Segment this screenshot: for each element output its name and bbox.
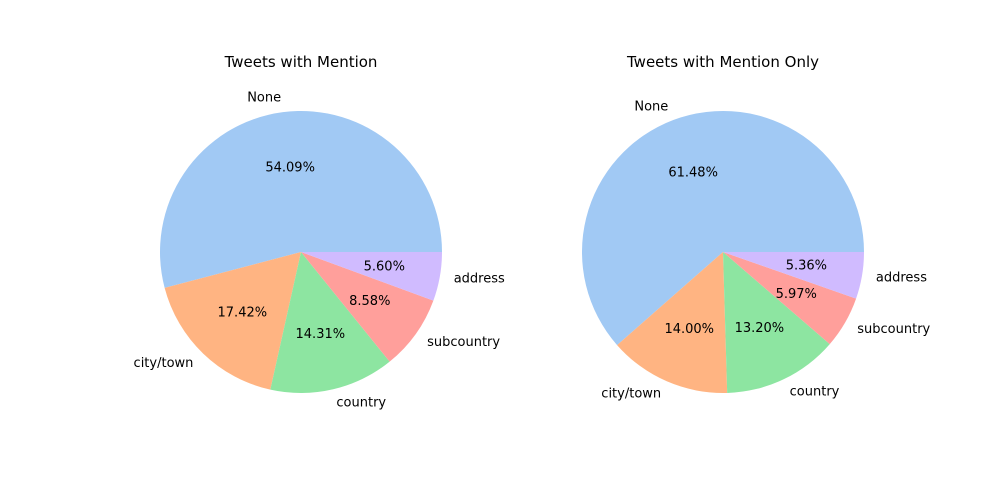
slice-label-country: country — [336, 396, 386, 411]
slice-label-country: country — [790, 385, 840, 400]
pie-slice-subcountry — [301, 252, 434, 362]
pie-slice-address — [301, 252, 442, 301]
pie-slice-address — [723, 252, 864, 299]
pie-chart-mention: 54.09% None 17.42% city/town 14.31% country 8.… — [134, 53, 505, 411]
pie-slice-subcountry — [723, 252, 857, 345]
pie-slice-city-town — [617, 252, 728, 393]
pct-label-none: 54.09% — [265, 161, 315, 176]
pie-chart-mention-only: 61.48% None 14.00% city/town 13.20% country 5.… — [581, 53, 931, 402]
pie-slice-city-town — [164, 252, 301, 390]
pct-label-subcountry: 8.58% — [349, 294, 390, 309]
slice-label-city-town: city/town — [601, 387, 661, 402]
slice-label-subcountry: subcountry — [427, 335, 500, 350]
pct-label-city-town: 14.00% — [664, 322, 714, 337]
slice-label-none: None — [634, 99, 668, 114]
pie-slice-country — [723, 252, 830, 393]
pie-slice-none — [581, 110, 864, 346]
pie-slice-none — [159, 110, 442, 288]
pct-label-subcountry: 5.97% — [776, 287, 817, 302]
slice-label-city-town: city/town — [134, 356, 194, 371]
chart-title: Tweets with Mention Only — [626, 53, 819, 71]
slice-label-subcountry: subcountry — [857, 322, 930, 337]
pct-label-country: 13.20% — [735, 321, 785, 336]
slice-label-address: address — [876, 270, 927, 285]
pie-slice-country — [270, 252, 390, 393]
pct-label-address: 5.36% — [786, 259, 827, 274]
pct-label-none: 61.48% — [668, 165, 718, 180]
slice-label-address: address — [454, 272, 505, 287]
slice-label-none: None — [247, 91, 281, 106]
pct-label-country: 14.31% — [296, 327, 346, 342]
pct-label-address: 5.60% — [364, 259, 405, 274]
pct-label-city-town: 17.42% — [218, 305, 268, 320]
chart-title: Tweets with Mention — [224, 53, 378, 71]
